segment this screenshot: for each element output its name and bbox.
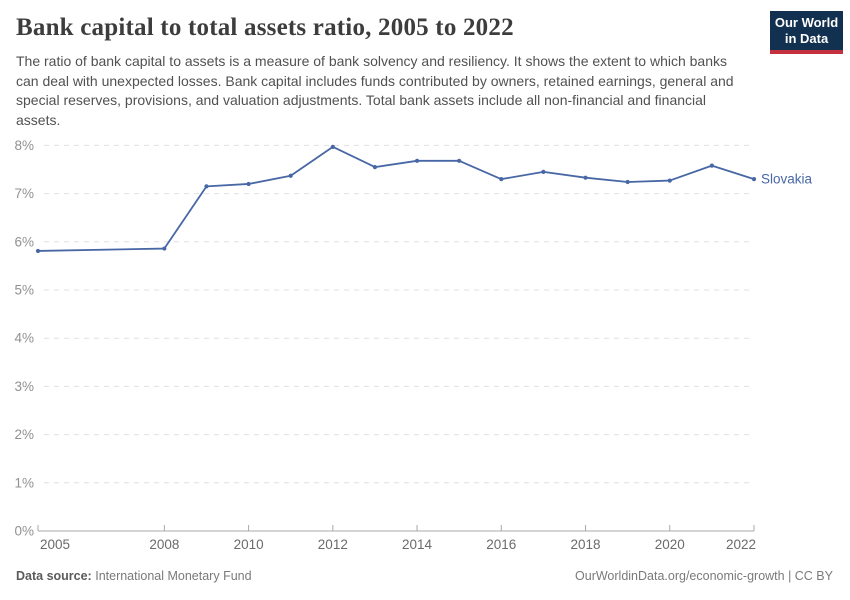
owid-logo-line2: in Data xyxy=(784,31,829,46)
data-point[interactable] xyxy=(499,177,504,182)
chart-subtitle: The ratio of bank capital to assets is a… xyxy=(16,53,734,128)
data-point[interactable] xyxy=(246,181,251,187)
x-tick-label: 2005 xyxy=(40,537,70,552)
y-tick-label: 6% xyxy=(14,234,34,249)
x-tick-label: 2022 xyxy=(726,537,756,552)
data-point[interactable] xyxy=(583,175,588,180)
page-title: Bank capital to total assets ratio, 2005… xyxy=(16,14,514,41)
y-tick-label: 7% xyxy=(14,186,34,201)
owid-logo[interactable]: Our World in Data xyxy=(770,11,843,54)
x-tick-label: 2020 xyxy=(655,537,685,552)
entity-label[interactable]: Slovakia xyxy=(761,172,813,187)
data-point[interactable] xyxy=(35,248,41,254)
x-tick-label: 2018 xyxy=(571,537,601,552)
data-point[interactable] xyxy=(204,184,209,189)
y-tick-label: 8% xyxy=(14,138,34,153)
data-source: Data source: International Monetary Fund xyxy=(16,569,252,583)
data-point[interactable] xyxy=(414,158,420,163)
data-point[interactable] xyxy=(667,178,672,183)
data-source-label: Data source: xyxy=(16,569,92,583)
owid-logo-line1: Our World xyxy=(774,15,839,30)
data-point[interactable] xyxy=(751,177,757,182)
credit-link[interactable]: OurWorldinData.org/economic-growth | CC … xyxy=(575,569,833,583)
data-point[interactable] xyxy=(625,179,630,185)
data-point[interactable] xyxy=(541,169,546,175)
x-tick-label: 2008 xyxy=(149,537,179,552)
x-tick-label: 2010 xyxy=(234,537,264,552)
y-tick-label: 5% xyxy=(14,283,34,298)
y-tick-label: 0% xyxy=(14,524,34,539)
data-point[interactable] xyxy=(330,144,335,149)
x-tick-label: 2016 xyxy=(486,537,516,552)
data-point[interactable] xyxy=(288,173,293,178)
y-tick-label: 1% xyxy=(14,475,34,490)
y-tick-label: 4% xyxy=(14,331,34,346)
x-tick-label: 2012 xyxy=(318,537,348,552)
data-point[interactable] xyxy=(372,164,378,170)
y-tick-label: 3% xyxy=(14,379,34,394)
data-point[interactable] xyxy=(162,246,167,251)
data-source-value: International Monetary Fund xyxy=(95,569,252,583)
y-tick-label: 2% xyxy=(14,427,34,442)
series-line[interactable] xyxy=(37,145,755,252)
x-tick-label: 2014 xyxy=(402,537,433,552)
data-point[interactable] xyxy=(457,158,462,163)
data-point[interactable] xyxy=(709,163,714,168)
